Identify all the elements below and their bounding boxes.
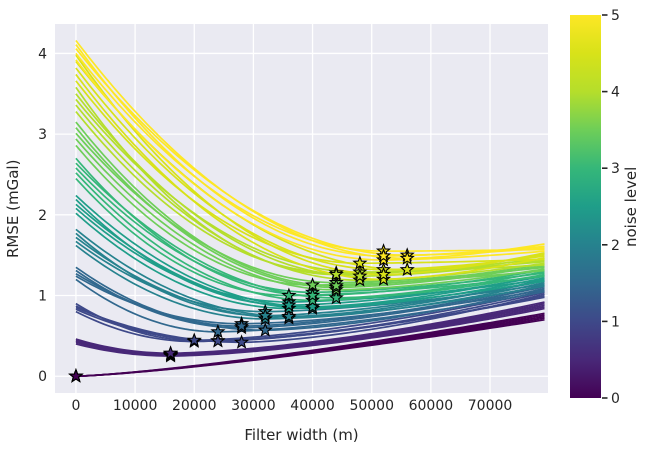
optimal-point-star — [352, 255, 368, 270]
optimal-point-star — [68, 368, 84, 383]
y-tick-label: 3 — [38, 127, 47, 143]
rmse-curve — [75, 104, 545, 282]
optimal-point-star — [304, 277, 321, 292]
y-tick-label: 4 — [38, 46, 47, 62]
optimal-point-star — [210, 323, 226, 339]
y-tick-label: 0 — [38, 369, 47, 385]
optimal-point-star — [304, 298, 321, 314]
rmse-curve — [75, 301, 545, 355]
optimal-point-star — [233, 334, 250, 349]
optimal-point-star — [328, 277, 344, 293]
rmse-curve — [75, 291, 545, 342]
x-tick-label: 0 — [71, 398, 80, 414]
x-tick-label: 60000 — [409, 398, 454, 414]
colorbar-tick-label: 2 — [611, 238, 620, 254]
x-tick-label: 70000 — [468, 398, 513, 414]
rmse-curve — [75, 289, 545, 342]
colorbar-tick-label: 0 — [611, 391, 620, 407]
colorbar-tick-label: 1 — [611, 314, 620, 330]
optimal-point-star — [281, 297, 297, 312]
optimal-point-star — [257, 307, 273, 323]
optimal-point-star — [304, 287, 321, 302]
x-tick-labels: 0 10000 20000 30000 40000 50000 60000 70000 — [71, 398, 512, 414]
optimal-point-star — [328, 289, 344, 305]
optimal-point-star — [375, 266, 392, 281]
colorbar-ticks: 0 1 2 3 4 5 — [602, 8, 620, 407]
optimal-point-star — [375, 248, 392, 263]
rmse-curve — [75, 293, 545, 344]
optimal-point-star — [281, 308, 297, 323]
colorbar-tick-label: 5 — [611, 8, 620, 24]
optimal-point-star — [257, 322, 273, 337]
rmse-curve — [75, 40, 545, 260]
x-tick-label: 20000 — [172, 398, 217, 414]
x-tick-label: 40000 — [290, 398, 335, 414]
optimal-point-star — [233, 318, 250, 333]
rmse-curve — [75, 93, 545, 278]
x-tick-label: 30000 — [231, 398, 276, 414]
rmse-curve — [75, 44, 545, 257]
colorbar-tick-label: 3 — [611, 161, 620, 177]
x-tick-label: 50000 — [349, 398, 394, 414]
rmse-curve — [75, 59, 545, 261]
optimal-point-star — [375, 271, 392, 286]
colorbar-tick-label: 4 — [611, 85, 620, 101]
optimal-point-star — [186, 332, 202, 347]
optimal-point-star — [304, 292, 321, 307]
rmse-curve — [75, 273, 545, 332]
optimal-point-star — [281, 287, 297, 302]
y-tick-label: 1 — [38, 289, 47, 305]
rmse-curve — [75, 312, 545, 378]
optimal-point-star — [328, 266, 344, 281]
rmse-curve — [75, 236, 545, 319]
rmse-curve — [75, 266, 545, 328]
optimal-point-star — [352, 272, 368, 287]
optimal-point-star — [210, 333, 226, 348]
y-tick-label: 2 — [38, 208, 47, 224]
star-markers — [68, 243, 415, 383]
optimal-point-star — [399, 261, 415, 277]
x-tick-label: 10000 — [113, 398, 158, 414]
optimal-point-star — [399, 250, 415, 265]
optimal-point-star — [375, 252, 392, 267]
optimal-point-star — [352, 268, 368, 283]
optimal-point-star — [163, 345, 179, 360]
colorbar — [570, 15, 601, 398]
rmse-curve — [75, 228, 545, 318]
rmse-curve — [75, 269, 545, 329]
y-tick-labels: 0 1 2 3 4 — [38, 46, 47, 385]
rmse-curve — [75, 73, 545, 281]
rmse-curve — [75, 54, 545, 276]
